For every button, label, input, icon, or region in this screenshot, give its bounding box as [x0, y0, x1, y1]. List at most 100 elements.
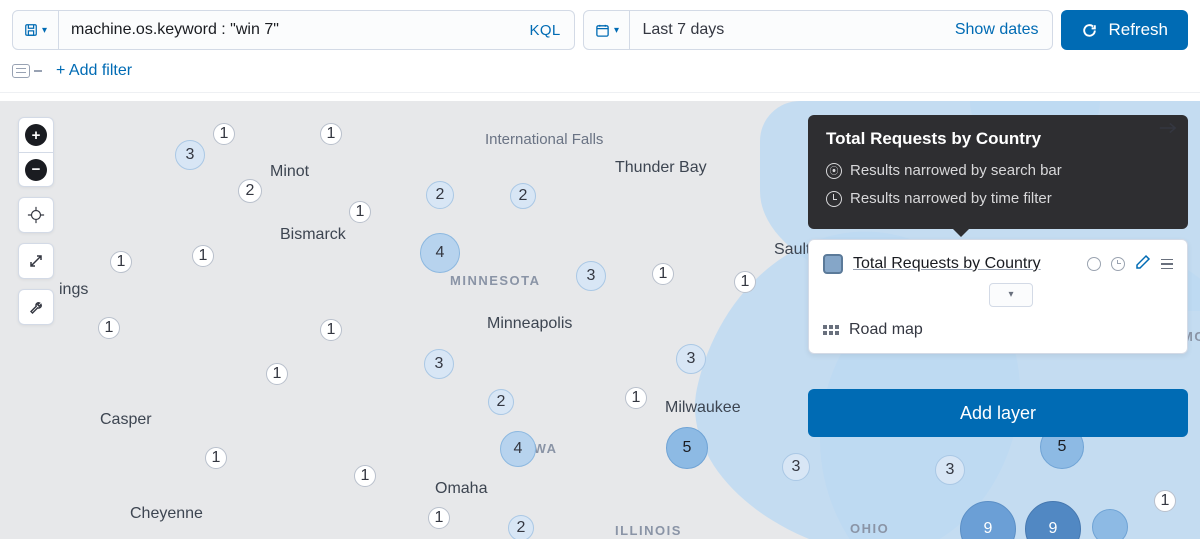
map-cluster[interactable]: 3: [424, 349, 454, 379]
map-cluster[interactable]: 3: [935, 455, 965, 485]
map-cluster[interactable]: 3: [676, 344, 706, 374]
filter-scope-icon: ⦿: [826, 163, 842, 179]
basemap-item[interactable]: Road map: [809, 313, 1187, 347]
refresh-button[interactable]: Refresh: [1061, 10, 1188, 50]
map-controls: + −: [18, 117, 54, 325]
map-cluster[interactable]: 1: [213, 123, 235, 145]
zoom-in-button[interactable]: +: [19, 118, 53, 152]
wrench-icon: [28, 299, 44, 315]
map-cluster[interactable]: 1: [734, 271, 756, 293]
map-cluster[interactable]: 4: [500, 431, 536, 467]
clock-icon: [826, 191, 842, 207]
arrow-right-icon: [1158, 121, 1178, 135]
map-cluster[interactable]: 3: [782, 453, 810, 481]
minus-icon: −: [25, 159, 47, 181]
map-cluster[interactable]: 1: [1154, 490, 1176, 512]
map-place-label: Cheyenne: [130, 505, 203, 523]
map-place-label: Sault: [774, 241, 810, 259]
map-cluster[interactable]: 1: [625, 387, 647, 409]
layer-color-swatch: [823, 254, 843, 274]
map-cluster[interactable]: 1: [320, 319, 342, 341]
map-cluster[interactable]: 3: [576, 261, 606, 291]
zoom-out-button[interactable]: −: [19, 152, 53, 186]
basemap-label: Road map: [849, 321, 923, 339]
map-place-label: Thunder Bay: [615, 159, 707, 177]
show-dates-link[interactable]: Show dates: [941, 21, 1053, 39]
map-place-label: Milwaukee: [665, 399, 741, 417]
map-cluster[interactable]: 2: [510, 183, 536, 209]
fullscreen-button[interactable]: [19, 244, 53, 278]
tooltip-row: ⦿ Results narrowed by search bar: [826, 157, 1170, 185]
map-cluster[interactable]: [1092, 509, 1128, 539]
fit-bounds-button[interactable]: [19, 198, 53, 232]
tooltip-text: Results narrowed by time filter: [850, 185, 1052, 213]
tooltip-text: Results narrowed by search bar: [850, 157, 1062, 185]
map-cluster[interactable]: 1: [266, 363, 288, 385]
map-place-label: ILLINOIS: [615, 523, 682, 538]
chevron-down-icon: ▾: [1008, 289, 1013, 300]
clock-icon: [1111, 257, 1125, 271]
expand-icon: [28, 253, 44, 269]
search-input[interactable]: [59, 11, 516, 49]
add-filter-link[interactable]: + Add filter: [56, 62, 132, 80]
chevron-down-icon: ▾: [614, 25, 619, 36]
tooltip-title: Total Requests by Country: [826, 129, 1170, 149]
query-bar: ▾ KQL: [12, 10, 575, 50]
grid-icon: [823, 325, 839, 335]
layer-visibility-select[interactable]: ▾: [989, 283, 1033, 307]
map-place-label: Minneapolis: [487, 315, 572, 333]
refresh-icon: [1081, 22, 1098, 39]
map-cluster[interactable]: 1: [192, 245, 214, 267]
layer-list: Total Requests by Country ▾ Road map: [808, 239, 1188, 354]
map-place-label: OHIO: [850, 521, 889, 536]
map-place-label: Casper: [100, 411, 152, 429]
date-range-label[interactable]: Last 7 days: [630, 21, 940, 39]
edit-layer-button[interactable]: [1135, 254, 1151, 275]
filter-options-button[interactable]: [12, 64, 42, 78]
layer-item[interactable]: Total Requests by Country: [809, 246, 1187, 283]
chevron-down-icon: ▾: [42, 25, 47, 36]
map-cluster[interactable]: 1: [652, 263, 674, 285]
map-cluster[interactable]: 1: [428, 507, 450, 529]
map-place-label: Bismarck: [280, 226, 346, 244]
map-cluster[interactable]: 2: [488, 389, 514, 415]
refresh-label: Refresh: [1108, 20, 1168, 40]
map-place-label: ings: [59, 281, 88, 299]
tooltip-row: Results narrowed by time filter: [826, 185, 1170, 213]
tools-button[interactable]: [19, 290, 53, 324]
map-cluster[interactable]: 3: [175, 140, 205, 170]
map-cluster[interactable]: 1: [349, 201, 371, 223]
saved-query-button[interactable]: ▾: [13, 11, 59, 49]
map-cluster[interactable]: 1: [320, 123, 342, 145]
map-cluster[interactable]: 1: [354, 465, 376, 487]
date-picker: ▾ Last 7 days Show dates: [583, 10, 1053, 50]
map-place-label: International Falls: [485, 131, 603, 148]
layer-panel: Total Requests by Country ⦿ Results narr…: [808, 115, 1188, 354]
map-place-label: Omaha: [435, 480, 487, 498]
map-cluster[interactable]: 2: [426, 181, 454, 209]
map-place-label: Minot: [270, 163, 309, 181]
drag-handle[interactable]: [1161, 259, 1173, 270]
map-cluster[interactable]: 1: [205, 447, 227, 469]
query-language-toggle[interactable]: KQL: [516, 22, 575, 39]
pencil-icon: [1135, 254, 1151, 270]
date-quick-select-button[interactable]: ▾: [584, 11, 630, 49]
filter-settings-icon: [12, 64, 30, 78]
map-cluster[interactable]: 4: [420, 233, 460, 273]
map-cluster[interactable]: 5: [666, 427, 708, 469]
calendar-icon: [595, 23, 610, 38]
map-cluster[interactable]: 1: [98, 317, 120, 339]
map-cluster[interactable]: 2: [238, 179, 262, 203]
collapse-panel-button[interactable]: [1158, 119, 1178, 140]
layer-tooltip: Total Requests by Country ⦿ Results narr…: [808, 115, 1188, 229]
crosshair-icon: [27, 206, 45, 224]
map-cluster[interactable]: 2: [508, 515, 534, 539]
layer-name-link[interactable]: Total Requests by Country: [853, 255, 1077, 273]
map-place-label: MINNESOTA: [450, 273, 541, 288]
map[interactable]: Minot International Falls Thunder Bay Bisma…: [0, 101, 1200, 539]
save-icon: [24, 23, 38, 37]
zoom-control-group: + −: [18, 117, 54, 187]
map-cluster[interactable]: 1: [110, 251, 132, 273]
divider: [34, 70, 42, 72]
add-layer-button[interactable]: Add layer: [808, 389, 1188, 437]
